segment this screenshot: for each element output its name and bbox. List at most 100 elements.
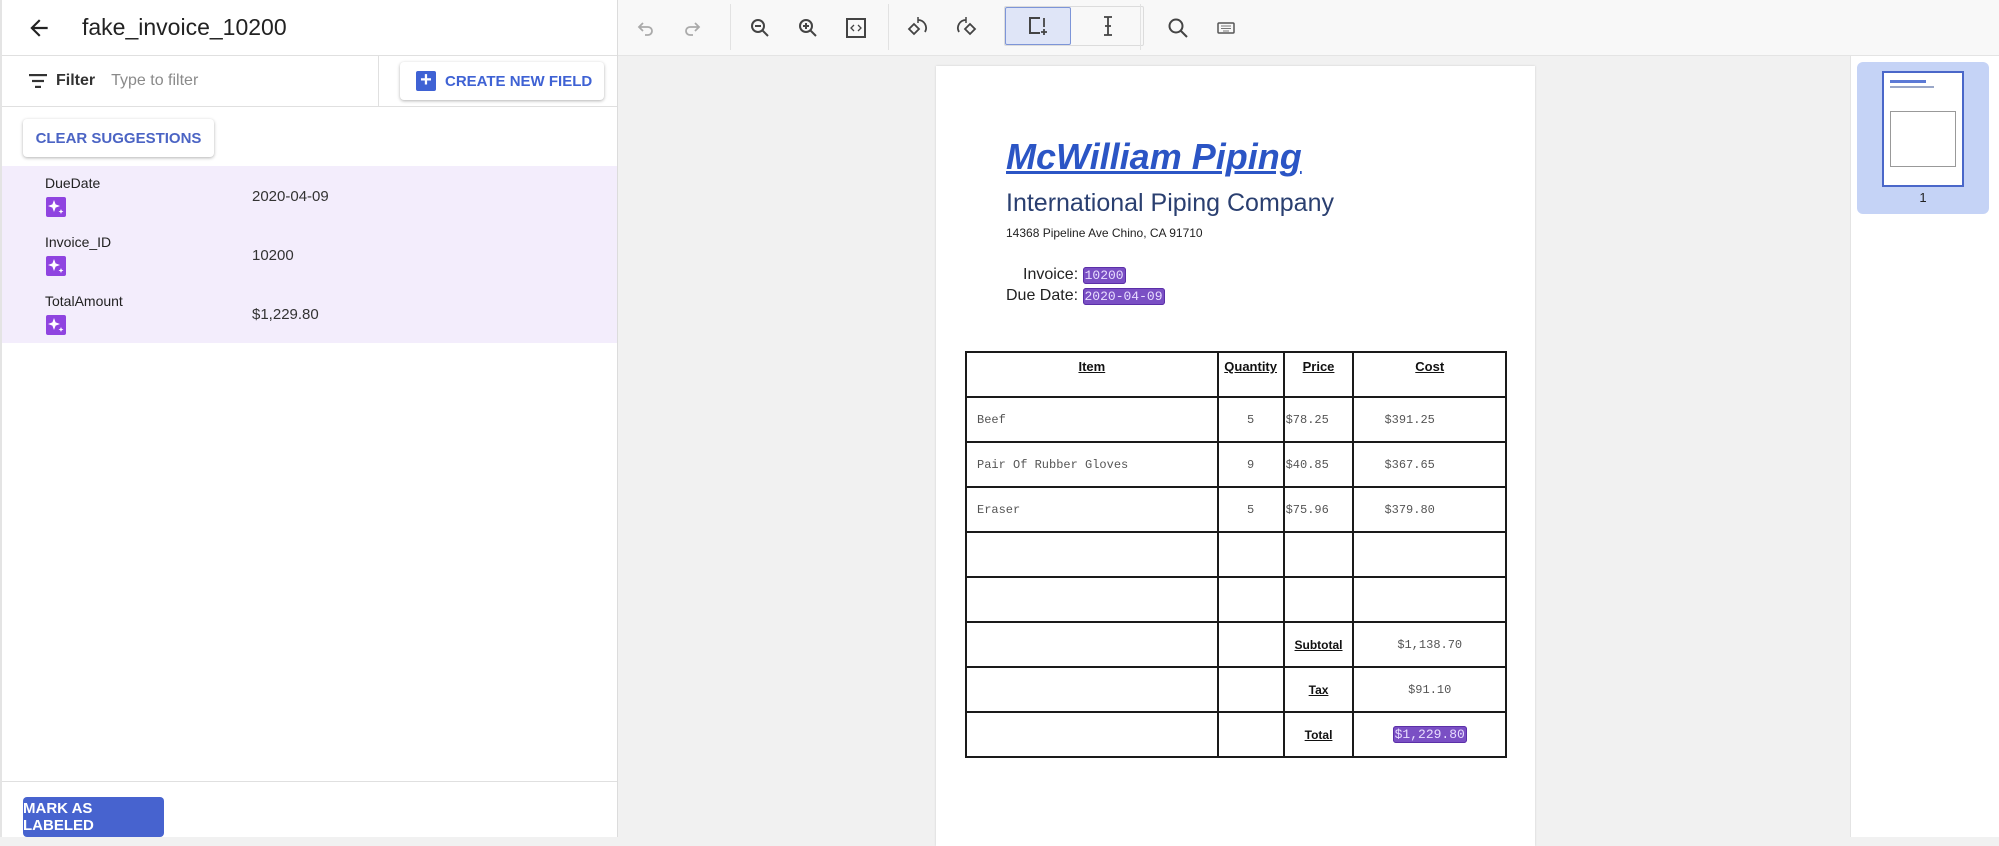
- table-cell: [1216, 621, 1285, 668]
- field-value: 2020-04-09: [252, 188, 329, 205]
- plus-icon: +: [416, 70, 436, 91]
- divider: [1140, 4, 1141, 50]
- table-cell: Eraser: [965, 486, 1219, 533]
- filter-icon: [29, 74, 47, 88]
- table-cell: [1216, 576, 1285, 623]
- invoice-table: Item Quantity Price Cost Beef 5 $78.25 $391.25…: [965, 351, 1507, 758]
- document-page[interactable]: McWilliam Piping International Piping Co…: [936, 66, 1535, 846]
- zoom-out-icon[interactable]: [744, 12, 776, 44]
- field-list: DueDate 2020-04-09 Invoice_ID 10200 TotalA…: [2, 166, 617, 343]
- table-cell: [1216, 711, 1285, 758]
- summary-label: Total: [1282, 711, 1355, 758]
- field-row[interactable]: TotalAmount $1,229.80: [2, 284, 617, 343]
- create-new-field-button[interactable]: + CREATE NEW FIELD: [400, 62, 604, 100]
- table-cell: 9: [1216, 441, 1285, 488]
- invoice-line: Invoice: 10200: [1023, 266, 1126, 284]
- clear-suggestions-button[interactable]: CLEAR SUGGESTIONS: [23, 119, 214, 157]
- text-select-icon[interactable]: [1092, 10, 1124, 42]
- field-name: Invoice_ID: [45, 234, 112, 250]
- field-row[interactable]: Invoice_ID 10200: [2, 225, 617, 284]
- table-cell: $40.85: [1282, 441, 1355, 488]
- column-header: Cost: [1352, 351, 1507, 398]
- sparkle-icon: [46, 256, 66, 276]
- field-name: DueDate: [45, 175, 101, 191]
- thumbnail-preview: [1882, 71, 1964, 187]
- total-highlight[interactable]: $1,229.80: [1392, 726, 1467, 743]
- thumbnail-panel: 1: [1850, 56, 1999, 837]
- table-cell: [965, 531, 1219, 578]
- mark-as-labeled-button[interactable]: MARK AS LABELED: [23, 797, 164, 837]
- field-value: 10200: [252, 247, 294, 264]
- due-date-line: Due Date: 2020-04-09: [1006, 287, 1165, 305]
- table-cell: $391.25: [1352, 396, 1507, 443]
- rotate-right-icon[interactable]: [950, 12, 982, 44]
- table-cell: Pair Of Rubber Gloves: [965, 441, 1219, 488]
- rotate-left-icon[interactable]: [902, 12, 934, 44]
- table-cell: [1352, 531, 1507, 578]
- company-name: McWilliam Piping: [1006, 136, 1302, 177]
- field-name: TotalAmount: [45, 293, 123, 309]
- field-row[interactable]: DueDate 2020-04-09: [2, 166, 617, 225]
- summary-label: Tax: [1282, 666, 1355, 713]
- viewer-toolbar: [618, 0, 1999, 56]
- summary-row: Tax $91.10: [965, 666, 1507, 713]
- table-cell: [1282, 531, 1355, 578]
- summary-row: Total $1,229.80: [965, 711, 1507, 758]
- table-row: Pair Of Rubber Gloves 9 $40.85 $367.65: [965, 441, 1507, 488]
- summary-label: Subtotal: [1282, 621, 1355, 668]
- table-cell: Beef: [965, 396, 1219, 443]
- company-subtitle: International Piping Company: [1006, 189, 1334, 217]
- table-row: [965, 576, 1507, 623]
- keyboard-icon[interactable]: [1210, 12, 1242, 44]
- column-header: Item: [965, 351, 1219, 398]
- invoice-label: Invoice:: [1023, 266, 1079, 283]
- due-date-highlight[interactable]: 2020-04-09: [1082, 288, 1165, 305]
- due-date-label: Due Date:: [1006, 287, 1079, 304]
- table-cell: $75.96: [1282, 486, 1355, 533]
- table-row: Beef 5 $78.25 $391.25: [965, 396, 1507, 443]
- table-row: [965, 531, 1507, 578]
- fields-panel: fake_invoice_10200 Filter + CREATE NEW F…: [0, 0, 618, 837]
- redo-icon[interactable]: [676, 12, 708, 44]
- fit-to-page-icon[interactable]: [840, 12, 872, 44]
- table-cell: [965, 621, 1219, 668]
- filter-input[interactable]: [111, 72, 372, 90]
- table-cell: [1216, 531, 1285, 578]
- page-thumbnail[interactable]: 1: [1857, 62, 1989, 214]
- divider: [888, 4, 889, 50]
- panel-header: fake_invoice_10200: [2, 0, 617, 56]
- column-header: Quantity: [1216, 351, 1285, 398]
- table-cell: 5: [1216, 396, 1285, 443]
- summary-row: Subtotal $1,138.70: [965, 621, 1507, 668]
- summary-value: $1,138.70: [1397, 637, 1463, 652]
- summary-value-cell: $1,229.80: [1352, 711, 1507, 758]
- document-title: fake_invoice_10200: [82, 14, 287, 40]
- field-value: $1,229.80: [252, 306, 319, 323]
- summary-value: $91.10: [1408, 682, 1452, 697]
- zoom-in-icon[interactable]: [792, 12, 824, 44]
- summary-value-cell: $91.10: [1352, 666, 1507, 713]
- company-address: 14368 Pipeline Ave Chino, CA 91710: [1006, 226, 1203, 240]
- filter-bar: Filter + CREATE NEW FIELD: [2, 56, 617, 107]
- search-icon[interactable]: [1162, 12, 1194, 44]
- tool-mode-toggle: [1004, 6, 1144, 46]
- create-new-field-label: CREATE NEW FIELD: [445, 72, 593, 90]
- table-cell: 5: [1216, 486, 1285, 533]
- divider: [730, 4, 731, 50]
- divider: [378, 56, 379, 106]
- bounding-box-icon[interactable]: [1022, 10, 1054, 42]
- sparkle-icon: [46, 315, 66, 335]
- arrow-left-icon[interactable]: [26, 15, 52, 41]
- bottom-bar: MARK AS LABELED: [2, 781, 617, 837]
- table-cell: [965, 666, 1219, 713]
- table-cell: [1282, 576, 1355, 623]
- table-cell: [1352, 576, 1507, 623]
- undo-icon[interactable]: [630, 12, 662, 44]
- invoice-id-highlight[interactable]: 10200: [1082, 267, 1126, 284]
- column-header: Price: [1282, 351, 1355, 398]
- table-cell: [965, 576, 1219, 623]
- page-number: 1: [1919, 190, 1927, 205]
- table-cell: $78.25: [1282, 396, 1355, 443]
- table-cell: [1216, 666, 1285, 713]
- table-cell: $379.80: [1352, 486, 1507, 533]
